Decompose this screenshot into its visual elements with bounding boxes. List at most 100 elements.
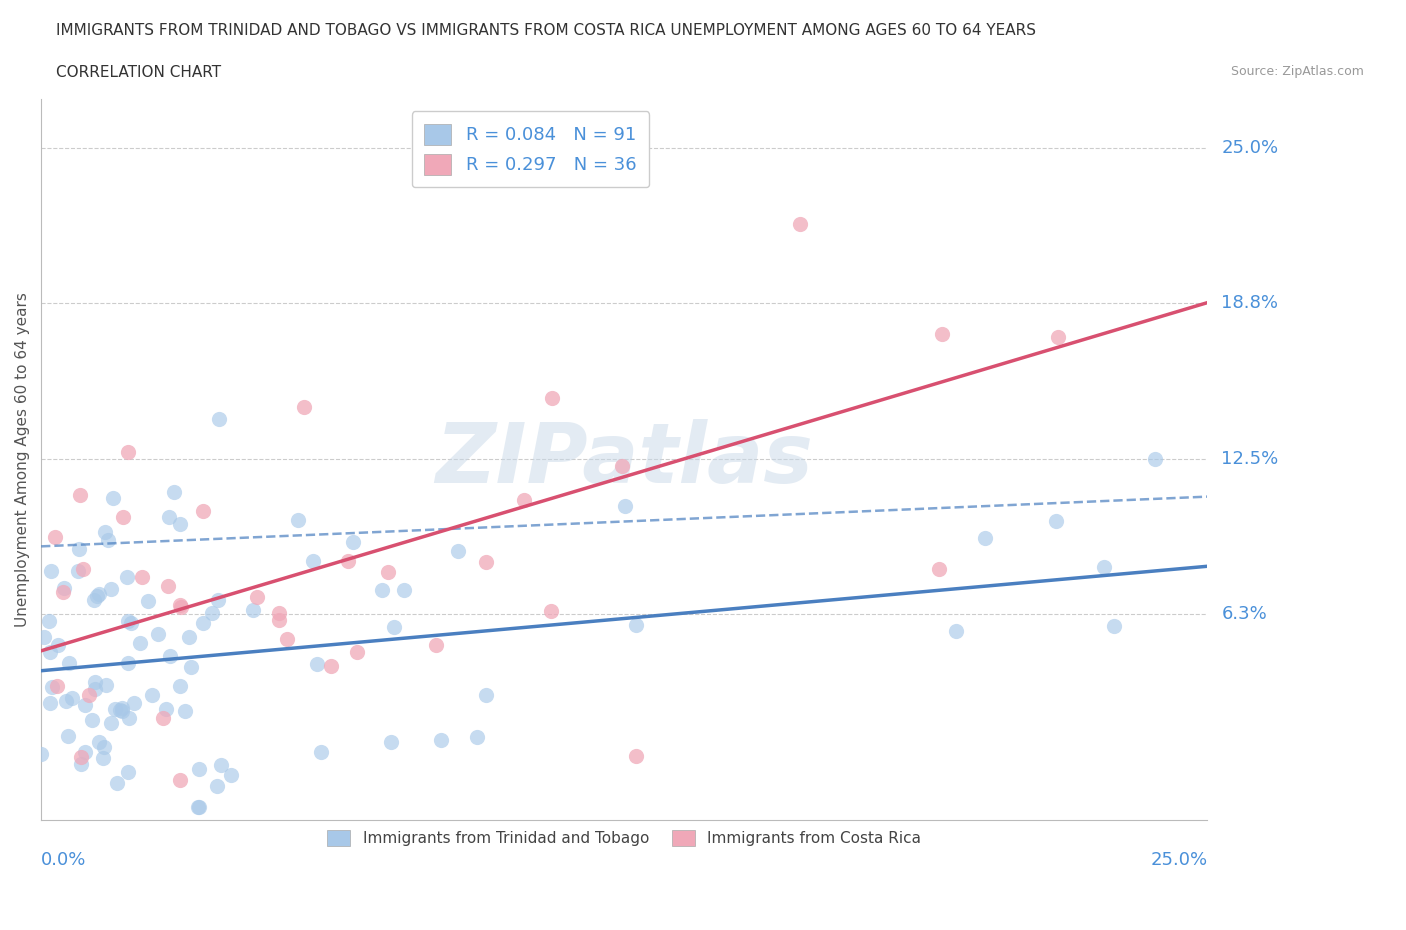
Point [122,696,145,711]
Point [928,562,950,577]
Point [973,530,995,545]
Text: 25.0%: 25.0% [1150,851,1208,869]
Point [179,629,201,644]
Point [269,605,291,620]
Point [187,800,209,815]
Point [97,532,120,547]
Point [170,600,193,615]
Text: 25.0%: 25.0% [1222,140,1278,157]
Text: ZIPatlas: ZIPatlas [436,418,813,499]
Point [346,644,368,659]
Point [117,614,139,629]
Point [287,512,309,527]
Point [45,679,67,694]
Point [148,627,170,642]
Point [66,564,89,578]
Point [118,711,141,725]
Point [626,618,648,633]
Point [87,587,110,602]
Point [105,776,128,790]
Point [276,631,298,646]
Point [180,660,202,675]
Point [612,458,634,473]
Point [84,682,107,697]
Point [156,578,179,593]
Point [429,733,451,748]
Point [447,543,470,558]
Point [101,491,124,506]
Point [112,510,135,525]
Legend: Immigrants from Trinidad and Tobago, Immigrants from Costa Rica: Immigrants from Trinidad and Tobago, Imm… [322,824,927,852]
Point [44,529,66,544]
Point [1104,618,1126,633]
Point [136,593,159,608]
Point [245,590,267,604]
Point [513,493,536,508]
Point [38,614,60,629]
Point [94,678,117,693]
Point [174,704,197,719]
Point [371,582,394,597]
Point [242,603,264,618]
Point [32,630,55,644]
Point [475,554,498,569]
Point [1046,329,1069,344]
Point [201,605,224,620]
Point [187,800,209,815]
Point [60,691,83,706]
Point [117,656,139,671]
Y-axis label: Unemployment Among Ages 60 to 64 years: Unemployment Among Ages 60 to 64 years [15,292,30,627]
Point [46,638,69,653]
Text: 12.5%: 12.5% [1222,450,1278,469]
Point [56,728,79,743]
Point [84,674,107,689]
Point [69,750,91,764]
Point [1045,513,1067,528]
Point [425,637,447,652]
Point [319,658,342,673]
Point [141,688,163,703]
Point [475,687,498,702]
Point [39,695,62,710]
Point [93,739,115,754]
Point [100,715,122,730]
Text: 6.3%: 6.3% [1222,604,1267,622]
Point [342,535,364,550]
Point [292,399,315,414]
Point [614,498,637,513]
Point [208,411,231,426]
Point [169,516,191,531]
Point [301,553,323,568]
Point [207,779,229,794]
Point [209,757,232,772]
Point [87,735,110,750]
Point [67,542,90,557]
Point [392,582,415,597]
Point [624,749,647,764]
Text: 0.0%: 0.0% [41,851,87,869]
Point [541,391,564,405]
Point [311,846,333,861]
Point [94,525,117,539]
Point [41,680,63,695]
Point [945,624,967,639]
Point [117,764,139,779]
Text: Source: ZipAtlas.com: Source: ZipAtlas.com [1230,65,1364,78]
Point [75,745,97,760]
Point [169,773,191,788]
Point [157,510,180,525]
Point [117,445,139,459]
Point [336,553,359,568]
Point [155,701,177,716]
Point [86,589,108,604]
Point [309,744,332,759]
Point [80,712,103,727]
Point [131,569,153,584]
Point [789,217,811,232]
Point [83,592,105,607]
Point [52,585,75,600]
Point [207,592,229,607]
Text: IMMIGRANTS FROM TRINIDAD AND TOBAGO VS IMMIGRANTS FROM COSTA RICA UNEMPLOYMENT A: IMMIGRANTS FROM TRINIDAD AND TOBAGO VS I… [56,23,1036,38]
Point [108,702,131,717]
Point [38,644,60,659]
